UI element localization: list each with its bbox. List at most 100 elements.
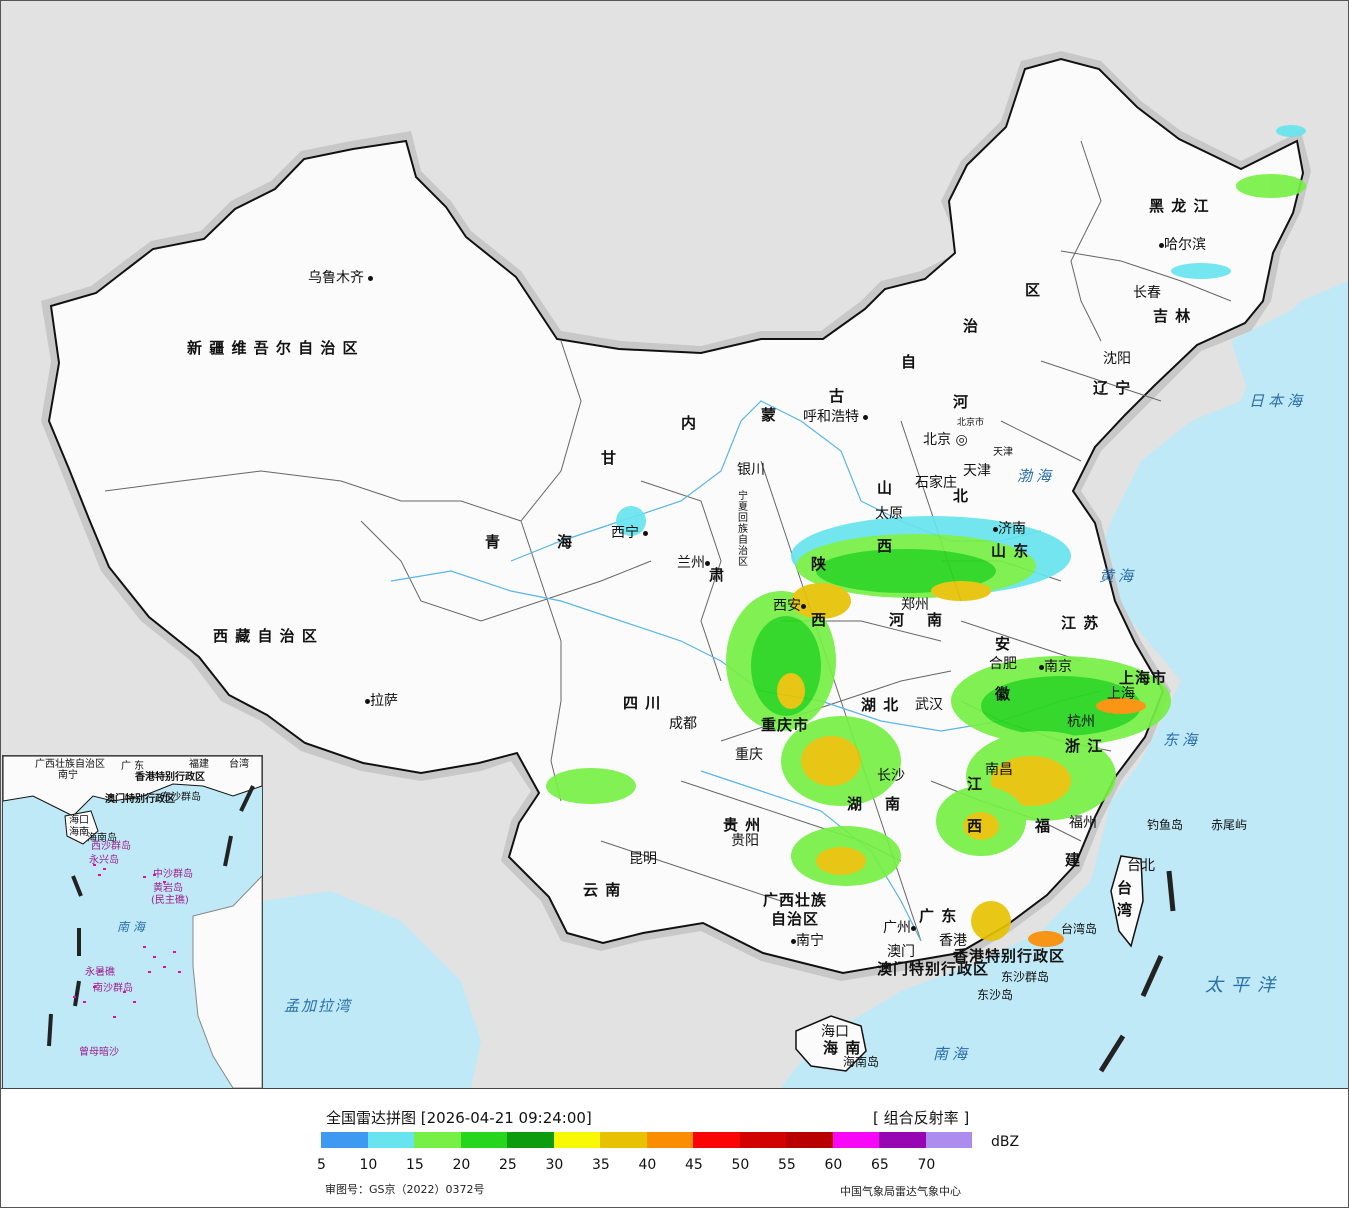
prov-shanxi-shan: 山 xyxy=(877,479,894,497)
map-canvas xyxy=(41,51,1348,1088)
prov-jilin: 吉 林 xyxy=(1153,307,1192,325)
city-tianjinshi: 天津 xyxy=(993,447,1013,458)
map-panel[interactable]: 新 疆 维 吾 尔 自 治 区 西 藏 自 治 区 青 海 甘 肃 内 蒙 古 … xyxy=(1,1,1348,1089)
island-hainandao: 海南岛 xyxy=(843,1055,880,1069)
legend-swatch xyxy=(925,1132,972,1148)
city-lanzhou: 兰州 xyxy=(677,556,710,570)
prov-jiangxi-jiang: 江 xyxy=(967,775,984,793)
prov-ningxia: 宁夏回族自治区 xyxy=(738,491,748,568)
radar-echoes xyxy=(546,125,1306,947)
legend-swatch xyxy=(832,1132,879,1148)
prov-guangxi-1: 广西壮族 xyxy=(763,891,828,909)
legend-swatch xyxy=(414,1132,461,1148)
inset-hainan: 海南 xyxy=(69,827,89,838)
prov-fujian-fu: 福 xyxy=(1035,817,1052,835)
city-huhehaote: 呼和浩特 xyxy=(803,410,869,424)
prov-hebei-he: 河 xyxy=(953,393,970,411)
city-haikou: 海口 xyxy=(821,1024,849,1040)
prov-neimenggu-qu: 区 xyxy=(1025,281,1042,299)
sea-bohai: 渤海 xyxy=(1017,467,1056,485)
prov-taiwan-wan: 湾 xyxy=(1117,901,1134,919)
prov-anhui-an: 安 xyxy=(995,635,1012,653)
prov-xizang: 西 藏 自 治 区 xyxy=(213,627,318,645)
city-fuzhou: 福州 xyxy=(1069,815,1097,831)
island-diaoyudao: 钓鱼岛 xyxy=(1147,818,1184,832)
prov-hainan: 海 南 xyxy=(823,1039,862,1057)
sea-ribenhai: 日本海 xyxy=(1249,392,1307,410)
city-aomen: 澳门 xyxy=(887,944,915,960)
inset-xisha: 西沙群岛 xyxy=(91,841,131,852)
prov-henan-nan: 南 xyxy=(927,611,944,629)
sea-taipingyang: 太平洋 xyxy=(1205,975,1283,996)
prov-shaanxi-xi: 西 xyxy=(811,611,828,629)
inset-zengmu: 曾母暗沙 xyxy=(79,1047,119,1058)
prov-neimenggu-nei: 内 xyxy=(681,414,698,432)
city-shenyang: 沈阳 xyxy=(1103,351,1131,367)
island-dongshaqundao: 东沙群岛 xyxy=(1001,970,1050,984)
prov-qinghai-qing: 青 xyxy=(485,533,502,551)
city-wulumuqi: 乌鲁木齐 xyxy=(308,271,374,285)
legend-tick-label: 50 xyxy=(731,1157,750,1173)
legend-tick-label: 70 xyxy=(917,1157,936,1173)
legend-tick-label: 40 xyxy=(638,1157,657,1173)
legend-tick-label: 25 xyxy=(499,1157,517,1173)
legend-tick-label: 10 xyxy=(359,1157,378,1173)
inset-xianggang: 香港特别行政区 xyxy=(135,772,205,783)
prov-xinjiang: 新 疆 维 吾 尔 自 治 区 xyxy=(187,339,359,357)
legend-swatch xyxy=(646,1132,693,1148)
producer-credit: 中国气象局雷达气象中心 xyxy=(840,1185,961,1198)
city-shijiazhuang: 石家庄 xyxy=(915,475,957,491)
sea-nanhai: 南海 xyxy=(933,1045,972,1063)
prov-jiangsu: 江 苏 xyxy=(1061,614,1100,632)
prov-gansu-gan: 甘 xyxy=(601,449,618,467)
japan-sea-area xyxy=(1231,281,1348,471)
prov-fujian-jian: 建 xyxy=(1065,851,1082,869)
inset-taiwan: 台湾 xyxy=(229,759,249,770)
city-taiyuan: 太原 xyxy=(875,506,903,522)
city-xianggang: 香港 xyxy=(939,933,967,949)
inset-nansha: 南沙群岛 xyxy=(93,983,133,994)
prov-hubei: 湖 北 xyxy=(861,696,900,714)
prov-hebei-bei: 北 xyxy=(953,487,970,505)
sea-donghai: 东海 xyxy=(1163,731,1202,749)
prov-liaoning: 辽 宁 xyxy=(1093,379,1132,397)
prov-hunan-nan: 南 xyxy=(885,795,902,813)
prov-xianggang: 香港特别行政区 xyxy=(953,947,1066,965)
island-chiweiyu: 赤尾屿 xyxy=(1211,818,1248,832)
prov-chongqing: 重庆市 xyxy=(761,716,810,734)
prov-shaanxi-shan: 陕 xyxy=(811,555,828,573)
prov-henan-he: 河 xyxy=(889,611,906,629)
prov-gansu-su: 肃 xyxy=(709,566,726,584)
inset-hainandao: 海南岛 xyxy=(87,833,117,844)
inset-dongsha: 东沙群岛 xyxy=(161,792,201,803)
city-nanchang: 南昌 xyxy=(985,762,1013,778)
city-beijingshi: 北京市 xyxy=(957,418,985,428)
prov-shanxi-xi: 西 xyxy=(877,537,894,555)
city-taibei: 台北 xyxy=(1127,858,1155,874)
legend-swatch xyxy=(321,1132,368,1148)
prov-jiangxi-xi: 西 xyxy=(967,817,984,835)
legend-tick-label: 20 xyxy=(452,1157,471,1173)
city-xining: 西宁 xyxy=(611,526,649,540)
legend-tick-label: 15 xyxy=(406,1157,424,1173)
prov-taiwan-tai: 台 xyxy=(1117,879,1134,897)
inset-nanhai: 南 海 xyxy=(117,920,145,934)
inset-aomen: 澳门特别行政区 xyxy=(105,794,175,805)
prov-guangdong: 广 东 xyxy=(919,907,958,925)
prov-anhui-hui: 徽 xyxy=(995,685,1012,703)
city-xian: 西安 xyxy=(773,599,806,613)
prov-qinghai-hai: 海 xyxy=(557,533,574,551)
legend-title: 全国雷达拼图 [2026-04-21 09:24:00] xyxy=(326,1109,592,1127)
taiwan-island xyxy=(1110,855,1144,948)
inset-yongxing: 永兴岛 xyxy=(89,855,119,866)
inset-yongshu: 永暑礁 xyxy=(85,967,115,978)
city-haerbin: 哈尔滨 xyxy=(1159,238,1206,252)
city-hefei: 合肥 xyxy=(989,656,1017,672)
review-number: 审图号：GS京（2022）0372号 xyxy=(325,1183,485,1196)
city-zhengzhou: 郑州 xyxy=(901,597,929,613)
inset-nanning: 南宁 xyxy=(58,770,78,781)
city-guangzhou: 广州 xyxy=(883,921,916,935)
prov-heilongjiang: 黑 龙 江 xyxy=(1149,197,1210,215)
city-shanghai: 上海 xyxy=(1107,686,1135,702)
